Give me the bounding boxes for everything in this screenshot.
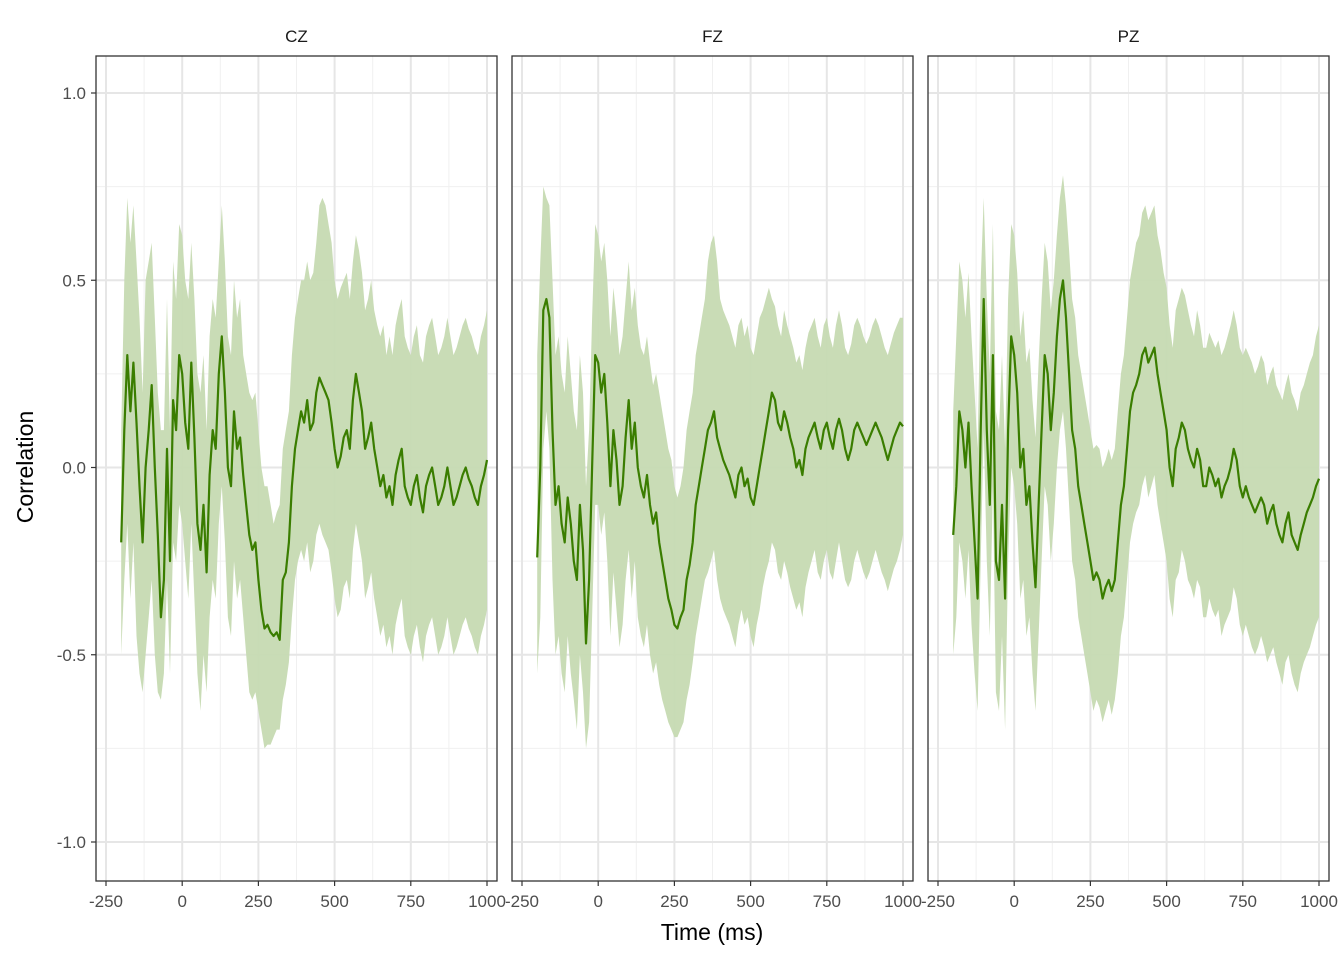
- x-tick-label: 250: [660, 892, 688, 911]
- x-tick-label: 250: [244, 892, 272, 911]
- panel-fz: FZ -250 0 250 500 750 1000: [505, 18, 922, 911]
- facet-label: CZ: [285, 27, 308, 46]
- x-tick-label: 750: [1229, 892, 1257, 911]
- x-tick-label: 750: [397, 892, 425, 911]
- y-tick-label: 0.0: [62, 459, 86, 478]
- facet-strip: [928, 18, 1329, 56]
- x-tick-label: 500: [320, 892, 348, 911]
- x-tick-label: -250: [921, 892, 955, 911]
- y-tick-label: 1.0: [62, 84, 86, 103]
- y-tick-label: 0.5: [62, 271, 86, 290]
- confidence-ribbon: [121, 197, 487, 749]
- x-tick-label: 1000: [884, 892, 922, 911]
- x-tick-label: -250: [505, 892, 539, 911]
- x-tick-label: 0: [177, 892, 186, 911]
- facet-strip: [96, 18, 497, 56]
- x-tick-label: 250: [1076, 892, 1104, 911]
- confidence-ribbon: [953, 175, 1319, 730]
- y-tick-label: -1.0: [57, 833, 86, 852]
- facet-label: PZ: [1118, 27, 1140, 46]
- x-tick-label: 0: [593, 892, 602, 911]
- correlation-line: [120, 335, 489, 641]
- panel-border: [511, 55, 914, 882]
- x-tick-label: 0: [1009, 892, 1018, 911]
- correlation-line: [536, 297, 904, 645]
- panel-pz: PZ -250 0 250 500 750 1000: [921, 18, 1338, 911]
- x-axis-title: Time (ms): [661, 919, 764, 945]
- panel-cz: CZ -250 0 250 500 750 1000: [89, 18, 506, 911]
- facet-label: FZ: [702, 27, 723, 46]
- x-tick-label: 500: [1152, 892, 1180, 911]
- panels: CZ -250 0 250 500 750 1000 FZ -250 0 250 500 750 1000…: [89, 18, 1338, 911]
- x-tick-label: 1000: [1300, 892, 1338, 911]
- x-tick-label: -250: [89, 892, 123, 911]
- x-tick-label: 750: [813, 892, 841, 911]
- facet-strip: [512, 18, 913, 56]
- y-axis: -1.0 -0.5 0.0 0.5 1.0: [57, 84, 96, 852]
- confidence-ribbon: [537, 186, 903, 749]
- x-tick-label: 500: [736, 892, 764, 911]
- x-tick-label: 1000: [468, 892, 506, 911]
- correlation-line: [952, 279, 1321, 600]
- y-axis-title: Correlation: [12, 411, 38, 524]
- panel-border: [927, 55, 1330, 882]
- y-tick-label: -0.5: [57, 646, 86, 665]
- panel-border: [95, 55, 498, 882]
